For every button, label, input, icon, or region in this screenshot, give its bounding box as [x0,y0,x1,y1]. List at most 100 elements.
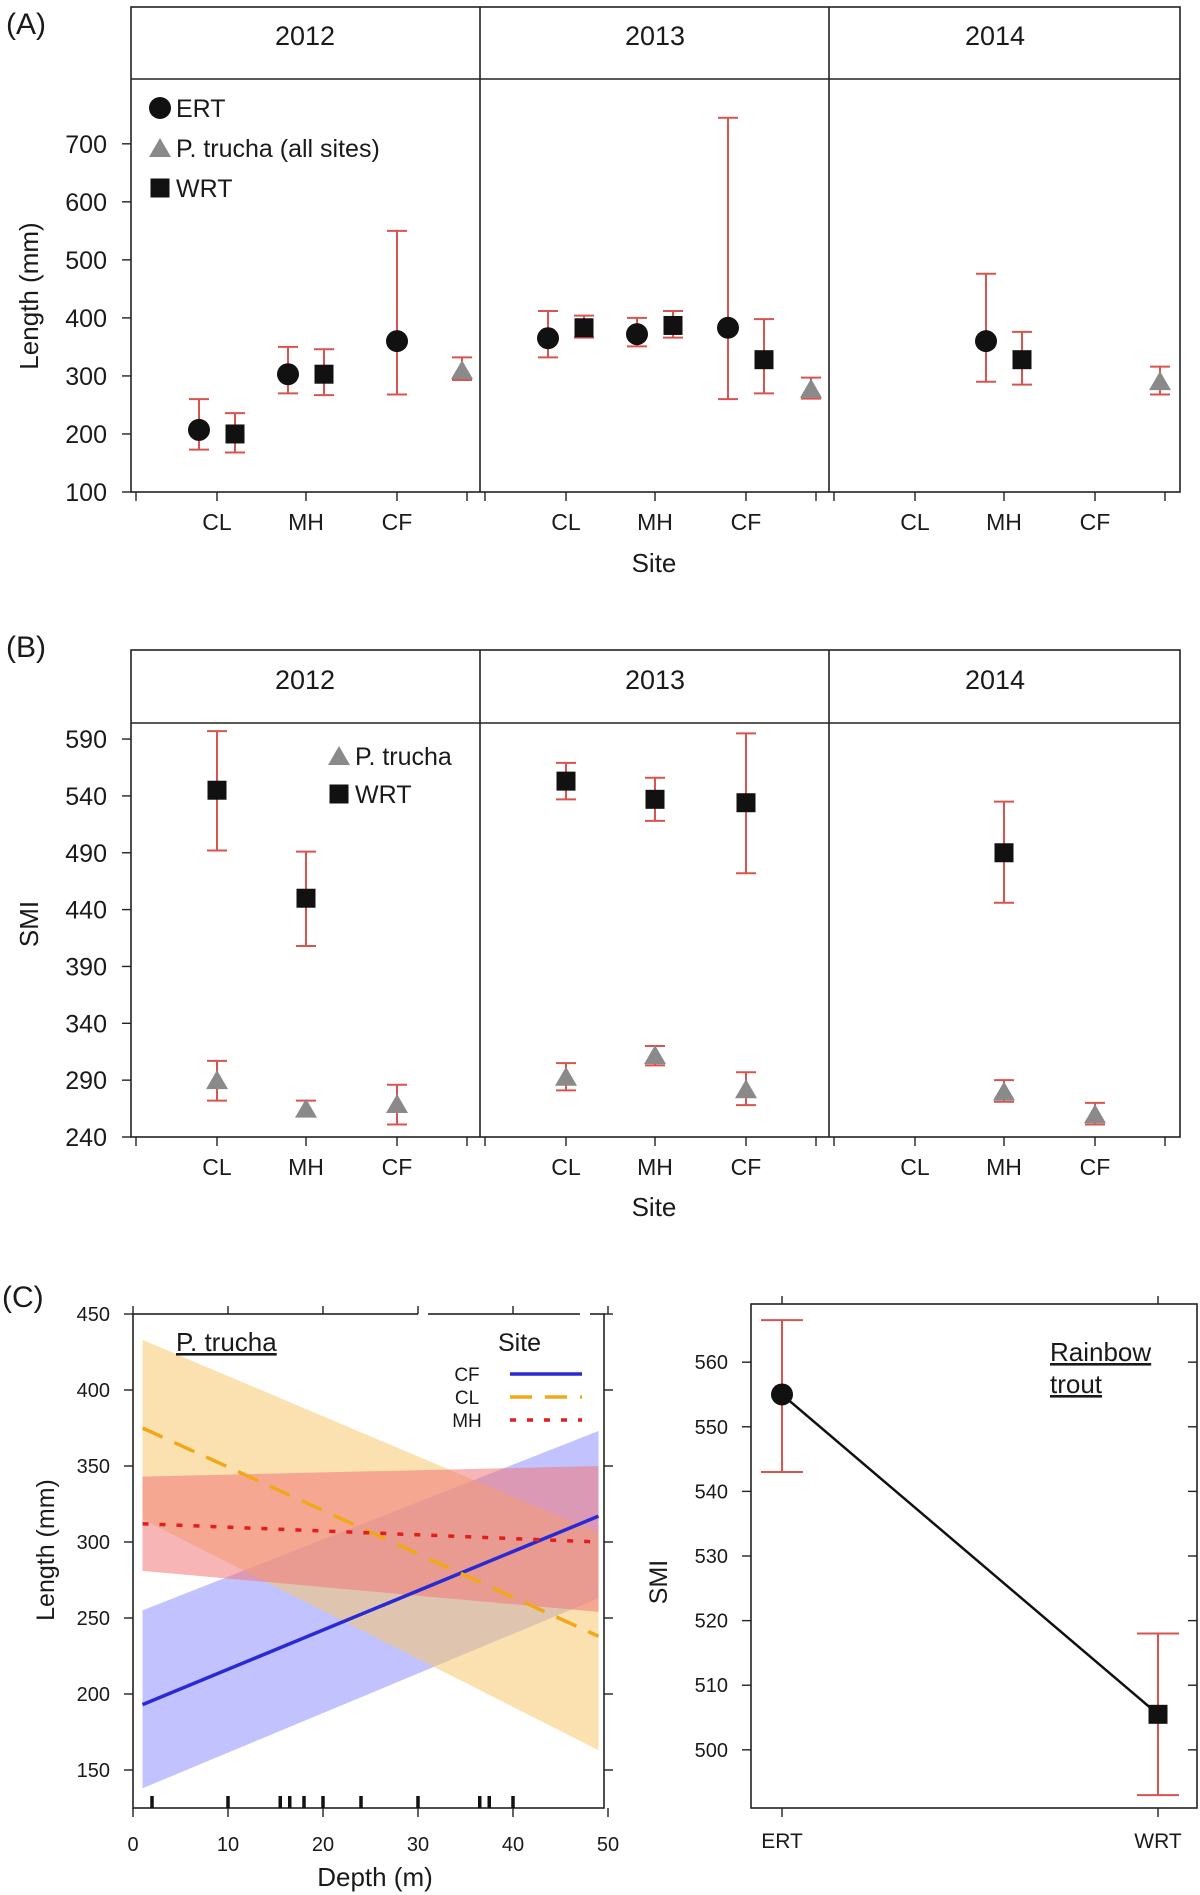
panel-c-left-y-axis-label: Length (mm) [32,1479,60,1621]
y-tick-label: 300 [77,1532,110,1554]
panel-a-facet-2014: 2014 [965,21,1025,51]
y-tick-label: 340 [65,1010,107,1038]
point-b-wrt-mh-f1 [645,789,665,809]
x-tick-label-mh: MH [986,509,1022,535]
y-tick-label: 250 [77,1608,110,1630]
x-tick-label-cl: CL [900,1154,930,1180]
trend-line [781,1393,1159,1716]
point-a-ert-mh-f2 [975,330,997,353]
legend-label-wrt: WRT [355,781,411,809]
y-tick-label: 400 [65,305,107,333]
x-tick-label-cf: CF [731,509,762,535]
point-a-pt-pt-f2 [1149,371,1171,391]
panel-b-facet-2014: 2014 [965,665,1025,695]
errorbar-a-ert-cf-f0 [387,229,407,396]
y-tick-label: 540 [65,783,107,811]
point-b-pt-cl-f1 [555,1066,577,1086]
y-tick-label: 510 [695,1675,728,1697]
y-tick-label: 490 [65,840,107,868]
y-tick-label: 540 [695,1481,728,1503]
point-a-wrt-mh-f1 [663,315,683,335]
panel-label-b: (B) [6,631,46,664]
panel-c-left-frame [132,1313,605,1809]
point-b-pt-mh-f1 [644,1045,666,1065]
y-tick-label: 500 [695,1740,728,1762]
point-b-pt-cf-f1 [735,1079,757,1099]
x-tick-label-mh: MH [288,509,324,535]
y-tick-label: 200 [77,1684,110,1706]
y-tick-label: 440 [65,897,107,925]
panel-c-left-title: P. trucha [176,1327,277,1357]
errorbar-a-ert-cf-f1 [718,116,738,401]
panel-c-left-x-axis-label: Depth (m) [317,1862,433,1892]
x-tick-label-wrt: WRT [1134,1830,1182,1853]
y-tick-label: 100 [65,479,107,507]
legend-marker-wrt [329,784,349,804]
x-tick-label-cl: CL [202,509,232,535]
legend-label-ert: ERT [176,95,226,123]
x-tick-label: 10 [217,1834,239,1856]
point-a-ert-cf-f0 [386,330,408,353]
x-tick-label-cf: CF [382,1154,413,1180]
point-a-wrt-cl-f1 [574,318,594,338]
point-a-ert-cl-f0 [188,418,210,441]
y-tick-label: 590 [65,726,107,754]
panel-label-a: (A) [6,8,46,41]
panel-a-facet-2012: 2012 [275,21,335,51]
panel-c-right-title-line2: trout [1050,1369,1103,1399]
x-tick-label-cf: CF [382,509,413,535]
point-b-pt-mh-f2 [993,1081,1015,1101]
y-tick-label: 700 [65,131,107,159]
point-ert [771,1383,793,1406]
point-a-wrt-mh-f0 [314,364,334,384]
legend-label-cf: CF [454,1365,479,1386]
panel-c-legend-title: Site [498,1329,541,1357]
point-wrt [1148,1704,1168,1724]
panel-label-c: (C) [2,1281,44,1314]
point-a-pt-pt-f1 [800,378,822,398]
legend-label-mh: MH [452,1411,482,1432]
confidence-band-mh [142,1466,599,1612]
panel-c-right-frame [750,1303,1198,1809]
panel-b-facet-2013: 2013 [625,665,685,695]
x-tick-label-cl: CL [551,1154,581,1180]
y-tick-label: 200 [65,421,107,449]
legend-label-cl: CL [455,1388,479,1409]
x-tick-label-cl: CL [202,1154,232,1180]
y-tick-label: 560 [695,1352,728,1374]
x-tick-label-mh: MH [288,1154,324,1180]
x-tick-label-ert: ERT [761,1830,803,1853]
fit-line-cl [141,1426,600,1638]
panel-a-x-axis-label: Site [632,548,677,578]
legend-marker-pt [328,746,350,765]
point-b-wrt-mh-f2 [994,843,1014,863]
panel-a-facet-2013: 2013 [625,21,685,51]
legend-label-pt: P. trucha [355,743,452,771]
point-a-ert-mh-f0 [277,363,299,386]
point-a-wrt-cl-f0 [225,424,245,444]
point-a-ert-mh-f1 [626,323,648,346]
x-tick-label: 0 [127,1834,138,1856]
y-tick-label: 240 [65,1124,107,1152]
point-b-pt-cf-f0 [386,1094,408,1114]
point-b-wrt-mh-f0 [296,888,316,908]
y-tick-label: 300 [65,363,107,391]
x-tick-label: 30 [407,1834,429,1856]
point-b-pt-cl-f0 [206,1070,228,1090]
legend-label-pt: P. trucha (all sites) [176,135,380,163]
x-tick-label-cf: CF [1080,509,1111,535]
point-a-ert-cl-f1 [537,327,559,350]
point-b-pt-mh-f0 [295,1098,317,1118]
panel-c-depth-length: P. trucha Site Length (mm) Depth (m) 150… [32,1304,619,1892]
point-a-wrt-mh-f2 [1012,350,1032,370]
panel-b-y-axis-label: SMI [14,901,44,947]
x-tick-label-mh: MH [637,509,673,535]
panel-b-smi-by-site: 2012 2013 2014 SMI Site 240 290 340 390 440 4… [14,649,1181,1222]
y-tick-label: 150 [77,1760,110,1782]
x-tick-label-cf: CF [731,1154,762,1180]
panel-c-rainbow-trout-smi: Rainbow trout SMI 500510520530540550560 … [645,1296,1198,1853]
point-b-pt-cf-f2 [1084,1104,1106,1124]
x-tick-label: 20 [312,1834,334,1856]
y-tick-label: 500 [65,247,107,275]
